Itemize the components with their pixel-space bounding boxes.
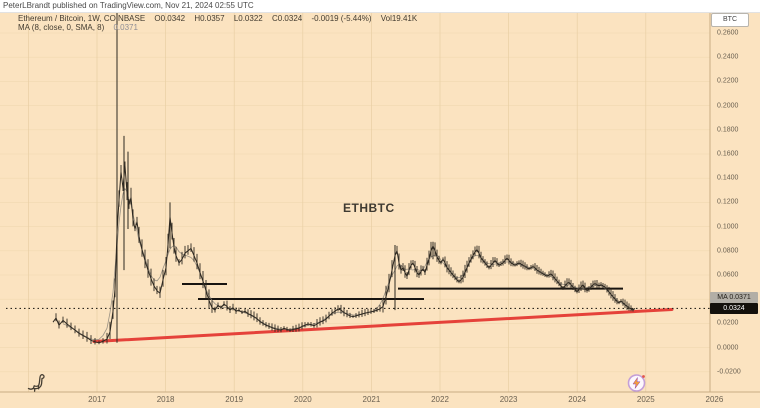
ma-indicator-label: MA (8, close, 0, SMA, 8) bbox=[18, 23, 105, 32]
price-tick-label: 0.1400 bbox=[717, 174, 739, 182]
price-tick-label: 0.2200 bbox=[717, 77, 739, 85]
price-tick-label: 0.0800 bbox=[717, 247, 739, 255]
price-tick-label: 0.2000 bbox=[717, 102, 739, 110]
ma-legend-row[interactable]: MA (8, close, 0, SMA, 8) 0.0371 bbox=[18, 23, 138, 32]
dinosaur-logo-icon bbox=[27, 374, 45, 392]
price-tick-label: 0.0200 bbox=[717, 319, 739, 327]
lightning-bolt-icon[interactable] bbox=[626, 372, 648, 394]
ohlc-close: C0.0324 bbox=[271, 14, 303, 23]
ma-price-badge: MA 0.0371 bbox=[710, 291, 758, 303]
ohlc-low: L0.0322 bbox=[233, 14, 263, 23]
symbol-watermark: ETHBTC bbox=[343, 201, 395, 215]
currency-unit-chip[interactable]: BTC bbox=[711, 13, 749, 27]
volume-value: Vol19.41K bbox=[380, 14, 418, 23]
year-tick-label: 2020 bbox=[293, 395, 312, 404]
price-tick-label: 0.1200 bbox=[717, 198, 739, 206]
year-tick-label: 2022 bbox=[431, 395, 449, 404]
year-tick-label: 2026 bbox=[705, 395, 724, 404]
symbol-legend-row[interactable]: Ethereum / Bitcoin, 1W, COINBASE O0.0342… bbox=[18, 14, 424, 23]
price-tick-label: 0.1800 bbox=[717, 126, 739, 134]
year-tick-label: 2023 bbox=[499, 395, 518, 404]
year-tick-label: 2019 bbox=[225, 395, 244, 404]
year-tick-label: 2025 bbox=[636, 395, 655, 404]
ohlc-open: O0.0342 bbox=[154, 14, 186, 23]
year-tick-label: 2017 bbox=[88, 395, 106, 404]
price-tick-label: 0.2400 bbox=[717, 53, 739, 61]
year-tick-label: 2018 bbox=[156, 395, 175, 404]
price-tick-label: 0.1000 bbox=[717, 223, 739, 231]
symbol-title: Ethereum / Bitcoin, 1W, COINBASE bbox=[18, 14, 146, 23]
year-tick-label: 2021 bbox=[362, 395, 381, 404]
price-tick-label: 0.0000 bbox=[717, 344, 739, 352]
price-tick-label: 0.2600 bbox=[717, 29, 739, 37]
change-value: -0.0019 (-5.44%) bbox=[311, 14, 372, 23]
ohlc-high: H0.0357 bbox=[194, 14, 225, 23]
ma-indicator-value: 0.0371 bbox=[113, 23, 138, 32]
price-tick-label: 0.1600 bbox=[717, 150, 739, 158]
last-price-badge: 0.0324 bbox=[710, 302, 758, 314]
attribution-bar: PeterLBrandt published on TradingView.co… bbox=[0, 0, 760, 13]
price-tick-label: -0.0200 bbox=[717, 368, 741, 376]
price-tick-label: 0.0600 bbox=[717, 271, 739, 279]
attribution-text: PeterLBrandt published on TradingView.co… bbox=[3, 1, 254, 10]
year-tick-label: 2024 bbox=[568, 395, 587, 404]
